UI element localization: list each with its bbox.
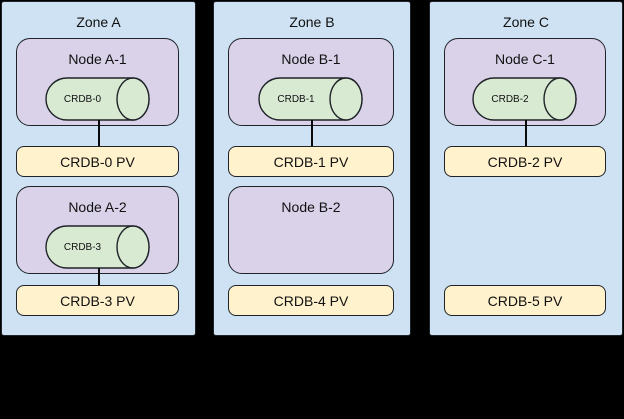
zone-b-title: Zone B: [289, 14, 335, 30]
pod-cylinder-crdb-0: CRDB-0: [44, 77, 151, 121]
pv-crdb-2: CRDB-2 PV: [444, 146, 606, 177]
zone-c-title: Zone C: [503, 14, 549, 30]
zone-a-title: Zone A: [76, 14, 121, 30]
pod-cylinder-crdb-2: CRDB-2: [472, 77, 578, 121]
cylinder-shape-icon: [258, 77, 363, 121]
pod-crdb-0-label: CRDB-0: [63, 93, 102, 105]
node-a-1-label: Node A-1: [68, 51, 127, 67]
node-a-1: Node A-1 CRDB-0: [16, 38, 179, 126]
pod-to-pv-connector: [525, 120, 527, 146]
pod-crdb-2-label: CRDB-2: [491, 93, 529, 105]
node-c-1-label: Node C-1: [495, 51, 555, 67]
node-b-2-label: Node B-2: [281, 199, 341, 215]
pod-cylinder-crdb-1: CRDB-1: [258, 77, 364, 121]
node-b-2: Node B-2: [228, 186, 394, 274]
pv-crdb-0: CRDB-0 PV: [16, 146, 179, 177]
node-a-2-label: Node A-2: [68, 199, 127, 215]
node-a-2: Node A-2 CRDB-3: [16, 186, 179, 274]
cylinder-shape-icon: [44, 225, 150, 269]
pod-crdb-1-label: CRDB-1: [277, 93, 315, 105]
pv-crdb-3: CRDB-3 PV: [16, 285, 179, 316]
pod-crdb-3-label: CRDB-3: [63, 241, 102, 253]
pod-to-pv-connector: [97, 268, 100, 285]
node-b-1-label: Node B-1: [281, 51, 341, 67]
pv-crdb-4: CRDB-4 PV: [228, 285, 394, 316]
pv-crdb-5: CRDB-5 PV: [444, 285, 606, 316]
pv-crdb-1: CRDB-1 PV: [228, 146, 394, 177]
pod-to-pv-connector: [97, 120, 100, 146]
pod-to-pv-connector: [311, 120, 313, 146]
zone-b: Zone B Node B-1 CRDB-1 CRDB-1 PV Node B-…: [213, 1, 411, 336]
cylinder-shape-icon: [44, 77, 150, 121]
node-b-1: Node B-1 CRDB-1: [228, 38, 394, 126]
pod-cylinder-crdb-3: CRDB-3: [44, 225, 151, 269]
cylinder-shape-icon: [472, 77, 577, 121]
node-c-1: Node C-1 CRDB-2: [444, 38, 606, 126]
zone-a: Zone A Node A-1 CRDB-0 CRDB-0 PV Node A-…: [1, 1, 196, 336]
zone-c: Zone C Node C-1 CRDB-2 CRDB-2 PV CRDB-5 …: [429, 1, 623, 336]
